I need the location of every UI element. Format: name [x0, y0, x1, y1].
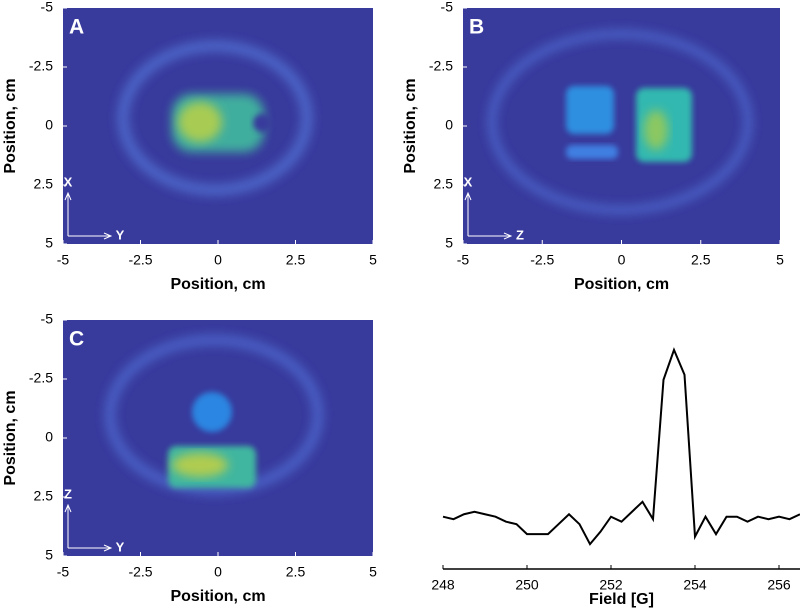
arrow: [64, 503, 113, 552]
x-tick-label: 0: [214, 252, 222, 268]
y-tick-label: 0: [45, 429, 53, 445]
x-tick-label: 248: [431, 577, 455, 593]
y-tick-label: 0: [445, 117, 453, 133]
arrow: [64, 191, 113, 240]
x-tick-label: 5: [369, 564, 377, 580]
x-tick-label: 2.5: [286, 564, 306, 580]
y-tick-label: -5: [41, 311, 54, 327]
x-tick-label: -2.5: [530, 252, 554, 268]
x-tick-label: 0: [214, 564, 222, 580]
y-axis-label: Position, cm: [2, 78, 19, 173]
x-tick-label: 252: [599, 577, 623, 593]
x-tick-label: -5: [57, 252, 70, 268]
x-tick-label: 5: [776, 252, 784, 268]
x-axis-label: Position, cm: [170, 276, 265, 293]
x-tick-label: -5: [57, 564, 70, 580]
y-tick-label: 5: [45, 547, 53, 563]
y-tick-label: -5: [441, 0, 454, 15]
line: [442, 347, 800, 546]
arrow-label: X: [464, 174, 473, 189]
x-axis-label: Position, cm: [170, 588, 265, 605]
y-tick-label: 2.5: [34, 488, 54, 504]
arrow-label: Y: [116, 539, 125, 554]
y-tick-label: 5: [445, 235, 453, 251]
y-tick-label: -5: [41, 0, 54, 15]
arrow-label: X: [64, 174, 73, 189]
y-tick-label: -2.5: [29, 58, 53, 74]
y-tick-label: 5: [45, 235, 53, 251]
x-tick-label: 2.5: [691, 252, 711, 268]
arrow-label: Z: [516, 227, 524, 242]
panel-label: A: [69, 16, 84, 39]
arrow: [464, 191, 513, 240]
x-axis-label: Position, cm: [574, 276, 669, 293]
x-tick-label: 0: [618, 252, 626, 268]
x-tick-label: 254: [683, 577, 707, 593]
y-tick-label: -2.5: [29, 370, 53, 386]
image-a: [63, 8, 373, 244]
x-tick-label: 5: [369, 252, 377, 268]
panel-label: B: [469, 16, 484, 39]
arrow-label: Z: [64, 486, 72, 501]
x-tick-label: 2.5: [286, 252, 306, 268]
x-tick-label: 256: [767, 577, 791, 593]
image-b: [463, 8, 780, 244]
y-tick-label: 0: [45, 117, 53, 133]
x-tick-label: -5: [457, 252, 470, 268]
panel-label: C: [69, 328, 84, 351]
x-tick-label: 250: [515, 577, 539, 593]
y-axis-label: Position, cm: [402, 78, 419, 173]
arrow-label: Y: [116, 227, 125, 242]
x-tick-label: -2.5: [128, 252, 152, 268]
y-axis-label: Position, cm: [2, 390, 19, 485]
y-tick-label: -2.5: [429, 58, 453, 74]
y-tick-label: 2.5: [34, 176, 54, 192]
y-tick-label: 2.5: [434, 176, 454, 192]
image-c: [63, 320, 373, 556]
x-tick-label: -2.5: [128, 564, 152, 580]
x-axis-label: Field [G]: [589, 591, 654, 608]
